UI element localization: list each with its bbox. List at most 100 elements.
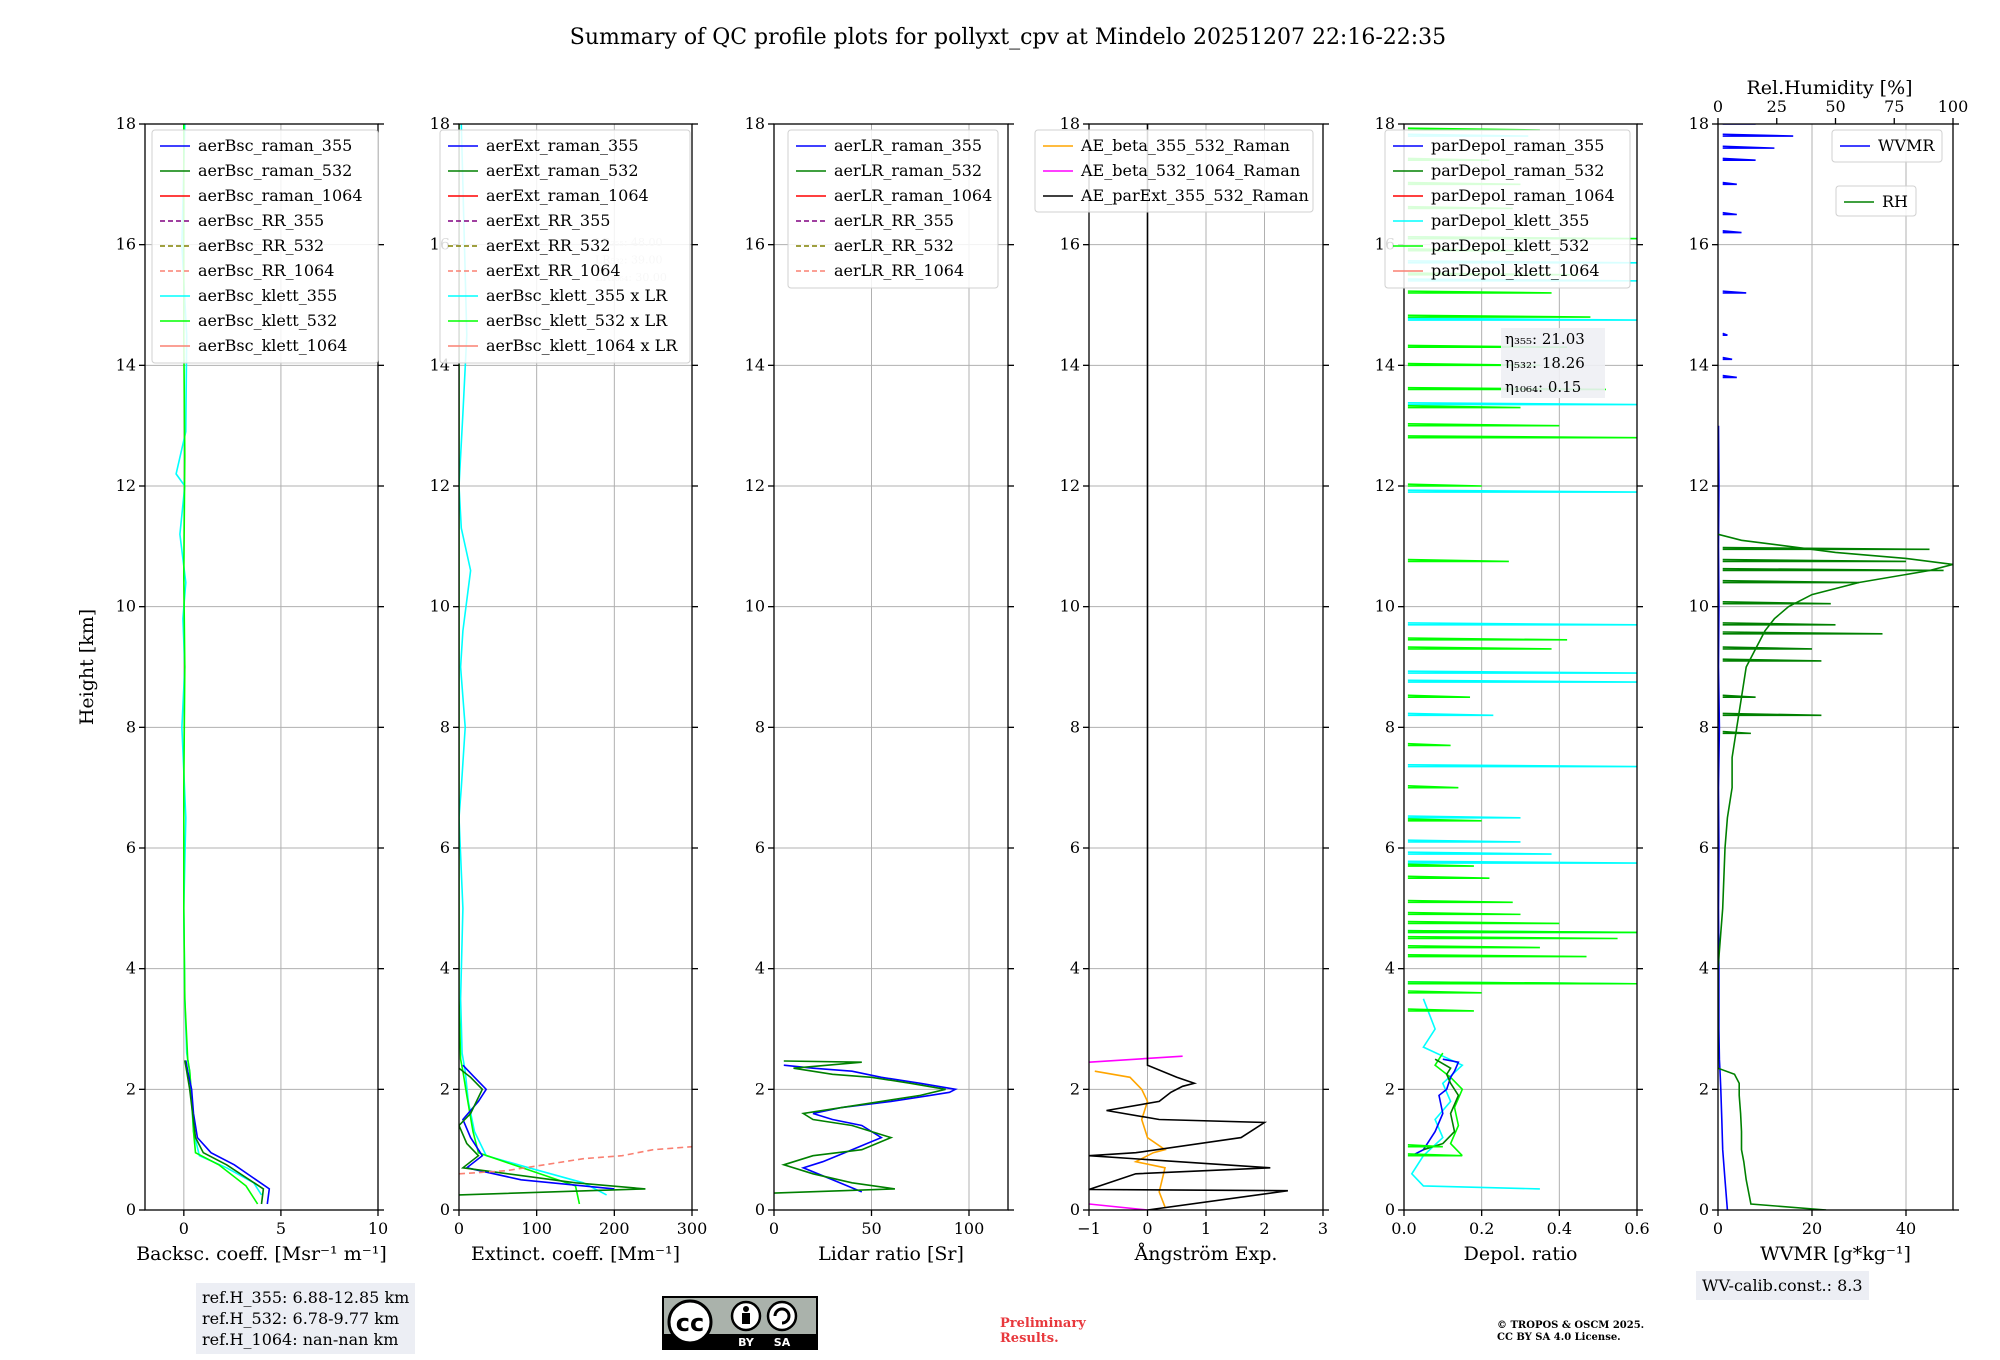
panel-ext: 0246810121416180100200300Extinct. coeff.… — [430, 114, 708, 1265]
preliminary-line-1: Preliminary — [1000, 1316, 1086, 1331]
spike-line — [1407, 290, 1552, 294]
spike-line — [1722, 229, 1742, 234]
legend-label: parDepol_klett_355 — [1431, 211, 1589, 230]
spike-line — [1407, 694, 1471, 698]
legend-label: AE_parExt_355_532_Raman — [1080, 186, 1309, 205]
ytick-label: 6 — [755, 838, 765, 857]
series-WVMR — [1718, 425, 1729, 1210]
spike-line — [1407, 860, 1637, 864]
legend-label: aerExt_RR_355 — [486, 211, 610, 230]
spike-line — [1407, 712, 1494, 717]
spike-line — [1722, 730, 1751, 735]
ytick-label: 8 — [1699, 717, 1709, 736]
ytick-label: 4 — [126, 959, 136, 978]
legend-wv: RH — [1835, 185, 1917, 217]
spike-line — [1407, 981, 1637, 985]
spike-line — [1722, 332, 1728, 336]
xtick-label: 40 — [1896, 1219, 1916, 1238]
spike-line — [1722, 290, 1747, 294]
ytick-label: 12 — [1689, 476, 1709, 495]
legend-label: aerLR_raman_355 — [834, 136, 982, 155]
xtick-label: 10 — [368, 1219, 388, 1238]
series-aerExt_raman_532 — [459, 1067, 646, 1196]
legend-frame — [1831, 129, 1943, 163]
legend-label: WVMR — [1878, 136, 1935, 155]
ytick-label: 4 — [440, 959, 450, 978]
ytick-label: 12 — [1375, 476, 1395, 495]
series-aerBsc_klett_532 — [182, 124, 259, 1205]
top-xtick-label: 50 — [1825, 97, 1845, 116]
legend-label: RH — [1882, 192, 1908, 211]
spike-line — [1407, 742, 1451, 747]
ytick-label: 16 — [1060, 235, 1080, 254]
legend-label: parDepol_klett_532 — [1431, 236, 1589, 255]
xtick-label: 0.0 — [1391, 1219, 1416, 1238]
series-group-ae — [1089, 124, 1289, 1210]
x-axis-label: Depol. ratio — [1464, 1243, 1578, 1265]
ytick-label: 0 — [126, 1200, 136, 1219]
legend-label: AE_beta_355_532_Raman — [1080, 136, 1290, 155]
ytick-label: 8 — [126, 717, 136, 736]
legend-label: aerBsc_klett_1064 — [198, 336, 347, 355]
xtick-label: 1 — [1201, 1219, 1211, 1238]
legend-label: aerBsc_klett_532 — [198, 311, 337, 330]
series-group-bsc — [175, 124, 271, 1205]
legend-label: aerBsc_raman_532 — [198, 161, 352, 180]
legend-label: aerLR_RR_532 — [834, 236, 954, 255]
legend-frame — [1034, 129, 1314, 213]
spike-line — [1407, 990, 1482, 994]
top-xtick-label: 100 — [1938, 97, 1969, 116]
xtick-label: 0 — [1713, 1219, 1723, 1238]
series-AE_parExt_355_532_Raman — [1089, 124, 1289, 1210]
ytick-label: 16 — [1689, 235, 1709, 254]
spike-line — [1722, 601, 1831, 605]
spike-line — [1407, 818, 1482, 822]
cc-by-label: BY — [738, 1336, 755, 1349]
spike-line — [1407, 839, 1521, 843]
series-parDepol_klett_355 — [1410, 998, 1540, 1190]
x-axis-label: WVMR [g*kg⁻¹] — [1760, 1243, 1911, 1265]
xtick-label: 50 — [861, 1219, 881, 1238]
spike-line — [1407, 435, 1637, 439]
ytick-label: 18 — [116, 114, 136, 133]
ytick-label: 4 — [1070, 959, 1080, 978]
xtick-label: 100 — [521, 1219, 552, 1238]
ytick-label: 2 — [440, 1079, 450, 1098]
spike-line — [1407, 1153, 1463, 1157]
ytick-label: 2 — [1699, 1079, 1709, 1098]
top-xtick-label: 0 — [1713, 97, 1723, 116]
ytick-label: 18 — [1060, 114, 1080, 133]
series-group-ext — [459, 124, 692, 1205]
top-axis-label: Rel.Humidity [%] — [1746, 77, 1912, 99]
spike-line — [1407, 622, 1637, 626]
copyright-line-1: © TROPOS & OSCM 2025. — [1497, 1320, 1645, 1331]
legend-label: aerExt_raman_355 — [486, 136, 639, 155]
ytick-label: 14 — [1689, 355, 1709, 374]
xtick-label: 3 — [1318, 1219, 1328, 1238]
spike-line — [1407, 1008, 1474, 1012]
legend-label: aerBsc_klett_355 — [198, 286, 337, 305]
ytick-label: 10 — [1689, 597, 1709, 616]
spike-line — [1407, 911, 1521, 916]
spike-line — [1722, 356, 1733, 361]
xtick-label: 0 — [1142, 1219, 1152, 1238]
spike-line — [1407, 863, 1474, 867]
ytick-label: 0 — [1385, 1200, 1395, 1219]
legend-label: aerBsc_klett_355 x LR — [486, 286, 668, 305]
series-AE_beta_532_1064_Raman — [1089, 1055, 1183, 1063]
series-RH — [1718, 533, 1953, 1210]
legend-bsc: aerBsc_raman_355 aerBsc_raman_532 aerBsc_r… — [151, 129, 379, 364]
legend-label: AE_beta_532_1064_Raman — [1080, 161, 1300, 180]
xtick-label: 0.4 — [1547, 1219, 1572, 1238]
ytick-label: 0 — [440, 1200, 450, 1219]
legend-label: aerBsc_klett_1064 x LR — [486, 336, 678, 355]
spike-line — [1722, 157, 1756, 161]
ytick-label: 10 — [745, 597, 765, 616]
spike-line — [1722, 694, 1756, 698]
spike-line — [1407, 920, 1560, 925]
sa-share-icon — [766, 1300, 798, 1332]
panel-lr: 0 2 4 6 8 10 12 14 16 18 0 50 100 Lidar ratio [Sr] aer… — [745, 114, 1014, 1265]
